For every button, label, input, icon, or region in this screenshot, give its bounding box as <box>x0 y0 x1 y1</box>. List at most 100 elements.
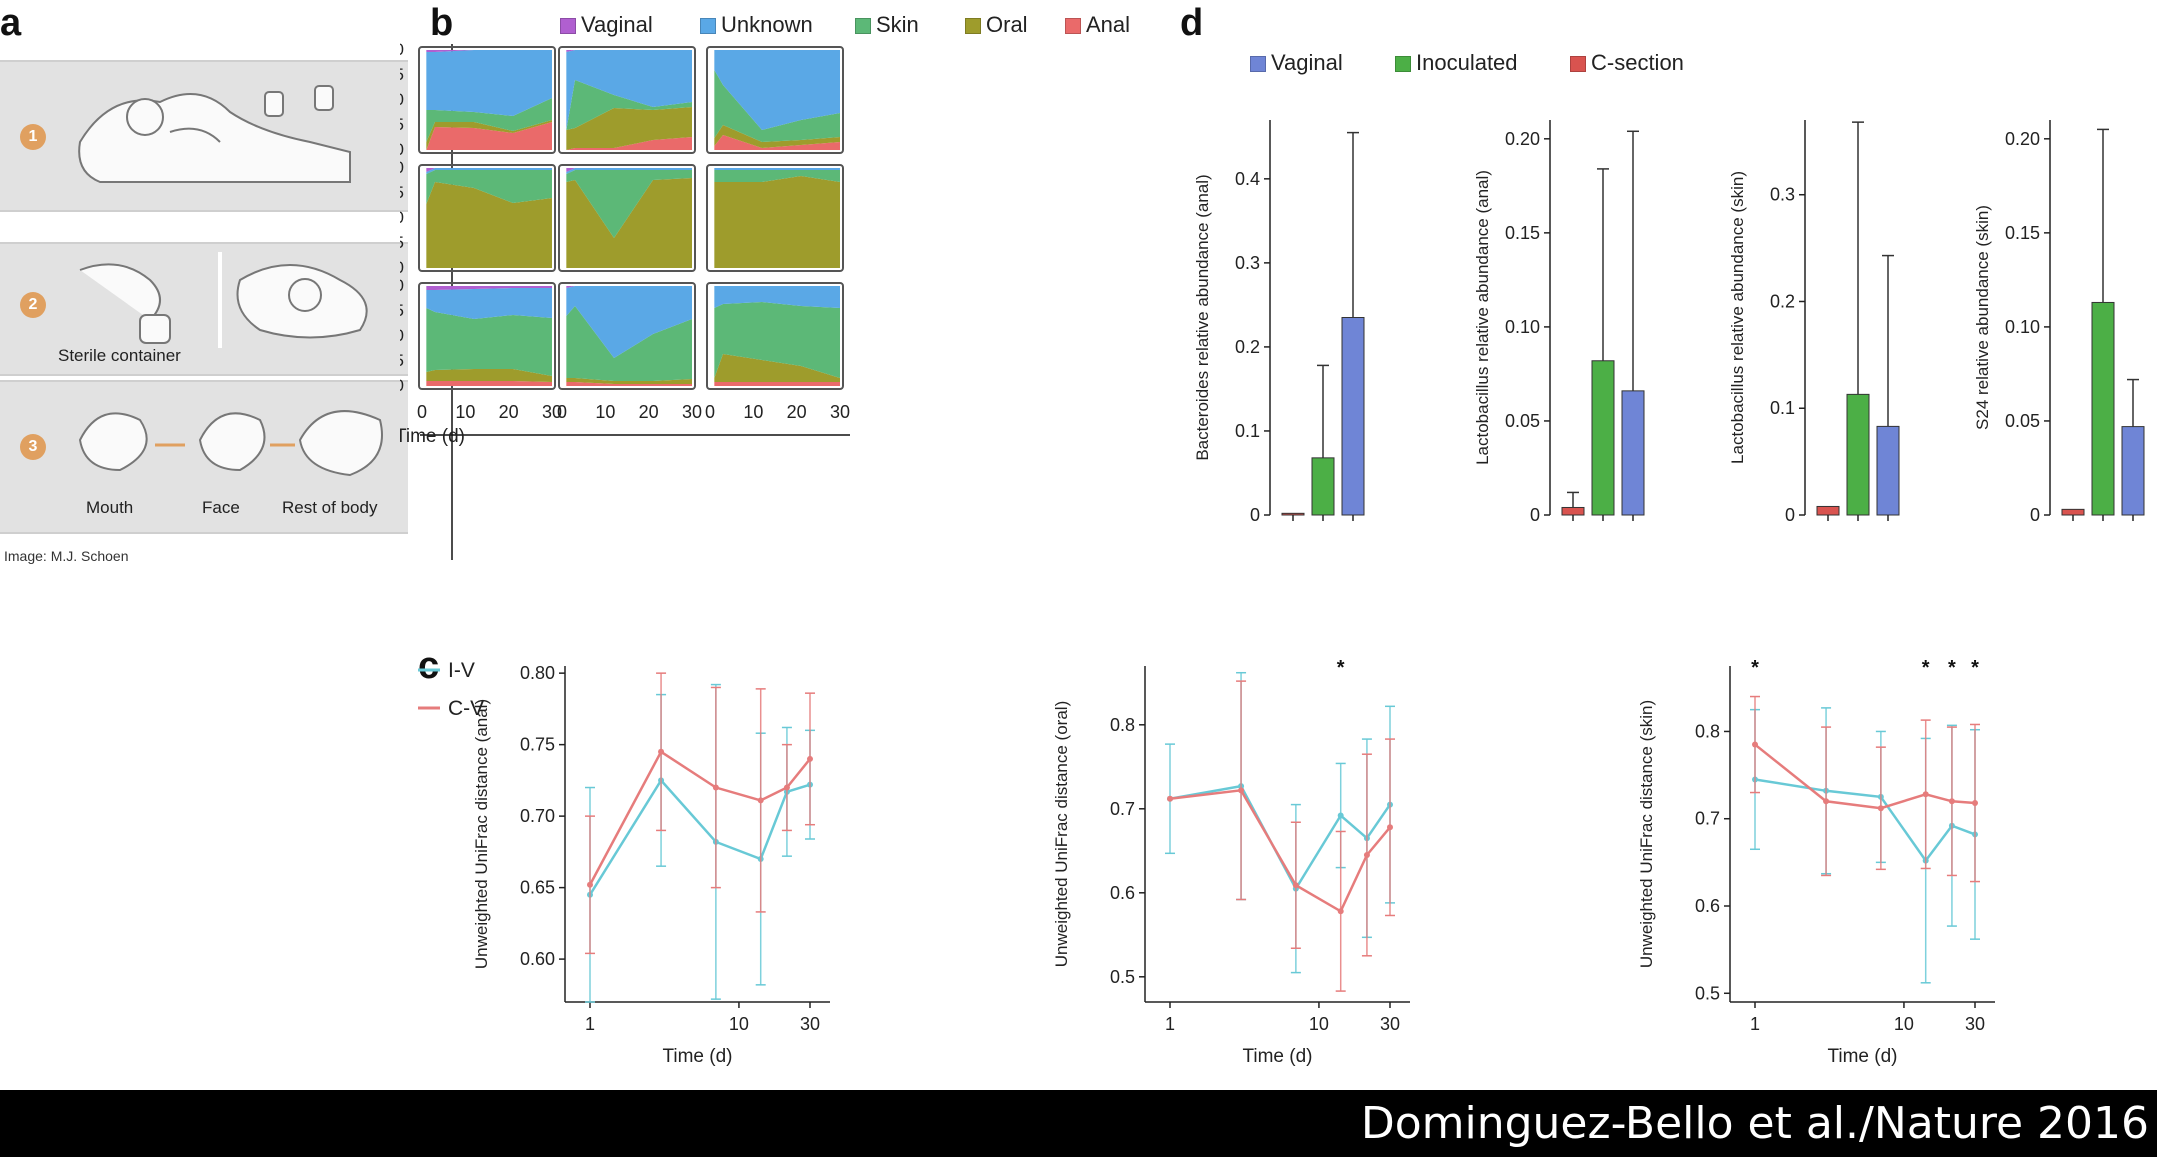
legend-oral-swatch <box>965 18 981 35</box>
c-star-1-0: * <box>1337 657 1345 679</box>
y-tick-label-0-2: 0.50 <box>400 90 404 109</box>
area-unknown-1-1 <box>566 168 692 174</box>
d-bar-1-2 <box>1621 390 1645 516</box>
c-point-2-1-4 <box>1948 798 1955 805</box>
panel-c-line-charts: I-V C-V 0.60 0.65 0.70 0.75 0.80 1 10 30 Time (d) U… <box>418 657 1995 1067</box>
area-oral-0-1 <box>566 107 692 150</box>
x-tick-label-0-3: 30 <box>542 402 562 422</box>
c-point-0-1-5 <box>807 755 813 762</box>
area-unknown-0-2 <box>714 50 840 130</box>
area-skin-1-1 <box>566 170 692 238</box>
panel-label-a: a <box>0 2 22 44</box>
y-tick-label-1-2: 0.50 <box>400 208 404 227</box>
area-skin-2-0 <box>426 308 552 376</box>
x-tick-label-0-0: 0 <box>417 402 427 422</box>
area-anal-0-2 <box>714 135 840 150</box>
legend-vaginal-swatch <box>560 18 576 35</box>
legend-d-inoculated-swatch <box>1395 56 1411 73</box>
y-tick-label-2-3: 0.25 <box>400 351 404 370</box>
area-skin-1-2 <box>714 170 840 182</box>
c-point-2-1-1 <box>1823 798 1830 805</box>
c-y-tick-label-1-2: 0.7 <box>1110 799 1135 819</box>
facet-frame-0-2 <box>706 46 844 154</box>
c-x-axis-title-1: Time (d) <box>1242 1046 1312 1067</box>
facet-frame-1-1 <box>558 164 696 272</box>
legend-unknown-label: Unknown <box>721 12 813 37</box>
step-3-box: 3 Mouth Face Rest of body <box>0 380 408 534</box>
step-3-badge: 3 <box>20 434 46 460</box>
c-line-1-i-v <box>1169 784 1392 892</box>
c-point-1-1-0 <box>1167 795 1173 802</box>
legend-unknown-swatch <box>700 18 716 35</box>
step-1-box: 1 <box>0 60 408 212</box>
area-oral-2-2 <box>714 354 840 382</box>
swab-container-drawing <box>79 252 368 348</box>
area-anal-2-2 <box>714 382 840 386</box>
c-x-tick-label-1-1: 10 <box>1309 1014 1329 1034</box>
face-caption: Face <box>202 498 240 517</box>
area-anal-0-1 <box>566 137 692 150</box>
d-y-axis-title-2: Lactobacillus relative abundance (skin) <box>1728 171 1747 464</box>
d-y-tick-label-1-4: 0.20 <box>1505 129 1540 149</box>
d-y-tick-label-1-0: 0 <box>1530 505 1540 525</box>
c-line-2-c-v <box>1754 743 1976 810</box>
x-tick-label-2-1: 10 <box>743 402 763 422</box>
panel-b-legend: Vaginal Unknown Skin Oral Anal <box>560 12 1160 42</box>
area-vaginal-2-0 <box>426 286 552 290</box>
legend-d-vaginal-label: Vaginal <box>1271 50 1343 75</box>
c-y-tick-label-0-0: 0.60 <box>520 949 555 969</box>
facet-frame-2-1 <box>558 282 696 390</box>
c-line-2-i-v <box>1754 778 1976 863</box>
c-y-tick-label-2-0: 0.5 <box>1695 983 1720 1003</box>
area-skin-0-2 <box>714 70 840 142</box>
y-tick-label-2-0: 1.00 <box>400 276 404 295</box>
panel-b-area-chart: 1.000.750.500.250Anal1.000.750.500.250Or… <box>400 40 850 560</box>
area-unknown-0-1 <box>566 50 692 130</box>
y-tick-label-2-4: 0 <box>400 376 404 395</box>
x-axis-title: Time (d) <box>400 426 465 447</box>
legend-skin: Skin <box>855 12 919 38</box>
area-oral-1-2 <box>714 176 840 268</box>
d-y-tick-label-3-2: 0.10 <box>2005 317 2040 337</box>
c-point-2-1-3 <box>1922 791 1929 798</box>
c-line-0-c-v <box>588 749 811 886</box>
d-y-tick-label-2-3: 0.3 <box>1770 185 1795 205</box>
c-y-tick-label-0-4: 0.80 <box>520 663 555 683</box>
y-tick-label-2-1: 0.75 <box>400 301 404 320</box>
area-skin-0-1 <box>566 80 692 130</box>
rest-of-body-caption: Rest of body <box>282 498 378 517</box>
d-y-tick-label-3-3: 0.15 <box>2005 223 2040 243</box>
area-skin-1-0 <box>426 170 552 204</box>
c-point-0-1-1 <box>658 748 665 755</box>
d-y-tick-label-1-3: 0.15 <box>1505 223 1540 243</box>
c-line-1-c-v <box>1169 788 1391 914</box>
d-y-axis-title-0: Bacteroides relative abundance (anal) <box>1193 174 1212 460</box>
c-x-tick-label-0-2: 30 <box>800 1014 820 1034</box>
c-point-1-1-1 <box>1238 787 1245 794</box>
facet-frame-0-1 <box>558 46 696 154</box>
c-point-0-1-0 <box>587 881 593 888</box>
x-tick-label-2-0: 0 <box>705 402 715 422</box>
d-y-tick-label-0-2: 0.2 <box>1235 337 1260 357</box>
d-bar-3-2 <box>2121 426 2145 516</box>
c-point-0-1-2 <box>712 784 719 791</box>
panel-a-illustration: 1 ◷ 1 h 2 Sterile container 3 Mouth <box>0 60 410 540</box>
legend-d-csection-swatch <box>1570 56 1586 73</box>
c-point-2-1-2 <box>1877 805 1884 812</box>
d-bar-1-1 <box>1591 360 1615 516</box>
step-1-badge: 1 <box>20 124 46 150</box>
panel-d-legend: Vaginal Inoculated C-section <box>1250 50 1770 80</box>
legend-d-csection-label: C-section <box>1591 50 1684 75</box>
area-anal-2-0 <box>426 381 552 386</box>
y-tick-label-1-4: 0 <box>400 258 404 277</box>
panel-label-d: d <box>1180 2 1204 44</box>
step-2-badge: 2 <box>20 292 46 318</box>
d-y-tick-label-0-1: 0.1 <box>1235 421 1260 441</box>
d-bar-0-2 <box>1341 317 1365 516</box>
c-star-2-3: * <box>1971 657 1979 679</box>
d-bar-3-0 <box>2061 508 2085 516</box>
area-oral-1-1 <box>566 178 692 268</box>
c-y-tick-label-1-0: 0.5 <box>1110 967 1135 987</box>
c-star-2-2: * <box>1948 657 1956 679</box>
x-tick-label-1-1: 10 <box>595 402 615 422</box>
